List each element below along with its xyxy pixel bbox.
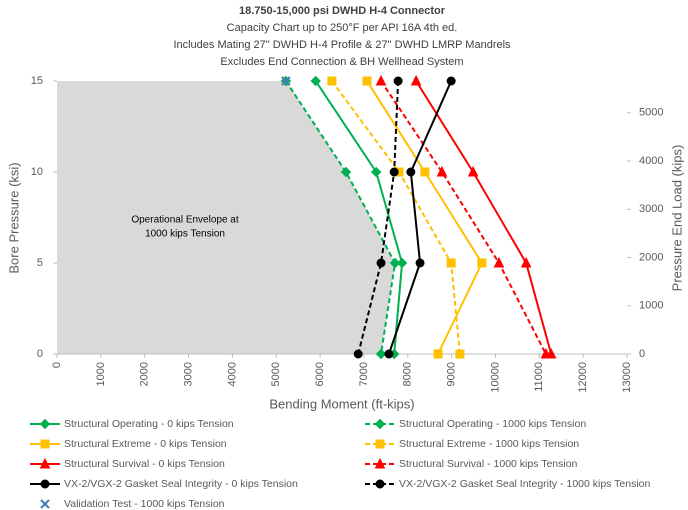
series-line — [380, 80, 547, 355]
chart-title: 18.750-15,000 psi DWHD H-4 Connector — [239, 5, 446, 17]
legend-marker — [40, 499, 50, 509]
x-tick-label: 9000 — [446, 362, 458, 386]
legend-marker — [39, 418, 51, 430]
x-tick-label: 8000 — [402, 362, 414, 386]
legend-label: Structural Survival - 0 kips Tension — [64, 458, 225, 470]
legend-label: Structural Survival - 1000 kips Tension — [399, 458, 578, 470]
legend-label: Validation Test - 1000 kips Tension — [64, 498, 225, 510]
series-line — [387, 80, 453, 355]
operational-envelope — [57, 81, 396, 354]
series-line — [415, 80, 553, 355]
chart-subtitle: Excludes End Connection & BH Wellhead Sy… — [220, 56, 463, 68]
marker — [281, 76, 291, 86]
legend-marker — [374, 418, 386, 430]
annotation: Operational Envelope at — [131, 215, 239, 226]
legend-label: Structural Extreme - 1000 kips Tension — [399, 438, 579, 450]
legend-label: VX-2/VGX-2 Gasket Seal Integrity - 1000 … — [399, 478, 651, 490]
marker — [520, 256, 532, 268]
marker — [540, 347, 552, 359]
y-tick-label: 0 — [37, 348, 43, 360]
marker — [376, 258, 386, 268]
marker — [353, 349, 363, 359]
legend-label: Structural Extreme - 0 kips Tension — [64, 438, 227, 450]
marker — [436, 165, 448, 177]
y2-tick-label: 0 — [639, 348, 645, 360]
marker — [327, 76, 337, 86]
marker — [493, 256, 505, 268]
marker — [396, 257, 408, 269]
y2-tick-label: 5000 — [639, 107, 663, 119]
marker — [375, 348, 387, 360]
chart-subtitle: Capacity Chart up to 250°F per API 16A 4… — [227, 22, 458, 34]
legend-marker — [40, 479, 50, 489]
y2-axis-label: Pressure End Load (kips) — [669, 145, 684, 292]
marker — [389, 257, 401, 269]
legend-label: Structural Operating - 0 kips Tension — [64, 418, 234, 430]
y2-tick-label: 4000 — [639, 155, 663, 167]
x-tick-label: 2000 — [139, 362, 151, 386]
chart-subtitle: Includes Mating 27" DWHD H-4 Profile & 2… — [173, 39, 511, 51]
x-tick-label: 5000 — [270, 362, 282, 386]
marker — [384, 349, 394, 359]
legend-marker — [375, 439, 385, 449]
x-tick-label: 10000 — [489, 362, 501, 393]
x-tick-label: 0 — [51, 362, 63, 368]
x-tick-label: 11000 — [533, 362, 545, 392]
x-axis-label: Bending Moment (ft-kips) — [269, 396, 414, 411]
marker — [389, 167, 399, 177]
legend-marker — [374, 457, 386, 469]
series-line — [285, 80, 397, 355]
y2-tick-label: 3000 — [639, 203, 663, 215]
marker — [477, 258, 487, 268]
y2-tick-label: 1000 — [639, 300, 663, 312]
y-tick-label: 10 — [31, 166, 43, 178]
x-tick-label: 13000 — [621, 362, 633, 393]
series-line — [357, 80, 400, 355]
y-axis-label: Bore Pressure (ksi) — [6, 162, 21, 273]
x-tick-label: 6000 — [314, 362, 326, 386]
y-tick-label: 15 — [31, 75, 43, 87]
marker — [446, 76, 456, 86]
legend-marker — [40, 439, 50, 449]
y2-tick-label: 2000 — [639, 251, 663, 263]
marker — [310, 75, 321, 87]
marker — [406, 167, 416, 177]
marker — [433, 349, 443, 359]
x-tick-label: 4000 — [226, 362, 238, 386]
marker — [410, 74, 422, 86]
legend-marker — [39, 457, 51, 469]
legend-label: Structural Operating - 1000 kips Tension — [399, 418, 586, 430]
marker — [393, 76, 403, 86]
marker — [446, 258, 456, 268]
legend-marker — [375, 479, 385, 489]
marker — [455, 349, 465, 359]
marker — [340, 166, 352, 178]
legend-label: VX-2/VGX-2 Gasket Seal Integrity - 0 kip… — [64, 478, 298, 490]
x-tick-label: 7000 — [358, 362, 370, 386]
marker — [370, 166, 382, 178]
x-tick-label: 3000 — [182, 362, 194, 386]
x-tick-label: 12000 — [577, 362, 589, 393]
marker — [362, 76, 372, 86]
series-line — [366, 80, 484, 355]
marker — [467, 165, 479, 177]
x-tick-label: 1000 — [95, 362, 107, 386]
marker — [375, 74, 387, 86]
marker — [420, 167, 430, 177]
series-line — [331, 80, 461, 355]
marker — [415, 258, 425, 268]
y-tick-label: 5 — [37, 257, 43, 269]
annotation: 1000 kips Tension — [145, 229, 225, 240]
series-line — [314, 80, 404, 355]
